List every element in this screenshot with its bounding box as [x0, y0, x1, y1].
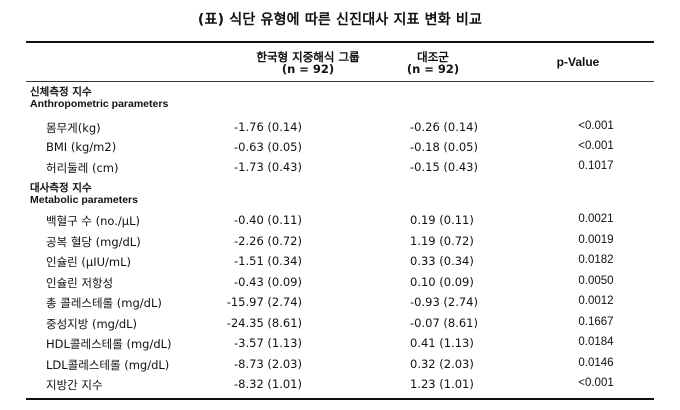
row-label: 중성지방 (mg/dL) — [46, 316, 138, 331]
row-label: 인슐린 저항성 — [46, 275, 114, 290]
row-label: 몸무게(kg) — [46, 121, 101, 135]
row-label: 지방간 지수 — [46, 378, 103, 392]
group1-value: -0.40 (0.11) — [234, 213, 302, 227]
bottom-rule — [26, 398, 654, 400]
table-row: 몸무게(kg) -1.76 (0.14) -0.26 (0.14) <0.001 — [26, 117, 654, 137]
header-group1-name: 한국형 지중해식 그룹 — [256, 50, 360, 64]
header-rule — [26, 81, 654, 82]
group1-value: -1.51 (0.34) — [234, 254, 302, 268]
group1-value: -8.32 (1.01) — [234, 377, 302, 391]
table-row: HDL콜레스테롤 (mg/dL) -3.57 (1.13) 0.41 (1.13) 0… — [26, 333, 654, 353]
group2-value: -0.15 (0.43) — [410, 160, 478, 174]
table-row: 지방간 지수 -8.32 (1.01) 1.23 (1.01) <0.001 — [26, 374, 654, 394]
header-group1: 한국형 지중해식 그룹 (n = 92) — [218, 51, 398, 75]
top-rule — [26, 41, 654, 43]
row-label: LDL콜레스테롤 (mg/dL) — [46, 357, 170, 372]
table-row: 인슐린 (µIU/mL) -1.51 (0.34) 0.33 (0.34) 0.018… — [26, 251, 654, 271]
header-group2-n: (n = 92) — [406, 62, 460, 76]
p-value: 0.0050 — [578, 274, 614, 287]
group2-value: -0.07 (8.61) — [410, 315, 478, 330]
header-group2: 대조군 (n = 92) — [378, 51, 488, 75]
group1-value: -24.35 (8.61) — [226, 315, 302, 330]
table-row: LDL콜레스테롤 (mg/dL) -8.73 (2.03) 0.32 (2.03) 0… — [26, 354, 654, 374]
p-value: <0.001 — [578, 120, 614, 132]
section-anthropometric-en: Anthropometric parameters — [30, 98, 169, 110]
group1-value: -15.97 (2.74) — [226, 295, 302, 309]
section-anthropometric: 신체측정 지수 Anthropometric parameters — [30, 86, 168, 110]
p-value: 0.0012 — [578, 295, 614, 307]
p-value: 0.0182 — [578, 254, 614, 266]
table-row: 중성지방 (mg/dL) -24.35 (8.61) -0.07 (8.61) 0.1… — [26, 313, 654, 333]
p-value: 0.1667 — [578, 315, 614, 328]
group2-value: 0.41 (1.13) — [410, 336, 474, 350]
group2-value: 0.32 (2.03) — [410, 356, 474, 371]
table-row: 공복 혈당 (mg/dL) -2.26 (0.72) 1.19 (0.72) 0.00… — [26, 231, 654, 251]
header-group1-n: (n = 92) — [281, 62, 335, 76]
group2-value: 1.19 (0.72) — [410, 233, 474, 248]
row-label: 인슐린 (µIU/mL) — [46, 255, 131, 269]
section-anthropometric-ko: 신체측정 지수 — [30, 86, 92, 98]
group1-value: -3.57 (1.13) — [234, 336, 302, 350]
row-label: HDL콜레스테롤 (mg/dL) — [46, 337, 172, 351]
group2-value: -0.26 (0.14) — [410, 120, 478, 134]
row-label: 허리둘레 (cm) — [46, 161, 119, 175]
group1-value: -0.63 (0.05) — [234, 140, 302, 154]
p-value: 0.0021 — [578, 213, 614, 225]
table-row: 인슐린 저항성 -0.43 (0.09) 0.10 (0.09) 0.0050 — [26, 272, 654, 292]
group2-value: -0.93 (2.74) — [410, 295, 478, 309]
table-row: 총 콜레스테롤 (mg/dL) -15.97 (2.74) -0.93 (2.74)… — [26, 292, 654, 312]
row-label: 총 콜레스테롤 (mg/dL) — [46, 296, 162, 310]
group1-value: -2.26 (0.72) — [234, 233, 302, 248]
header-pvalue: p-Value — [556, 55, 600, 69]
group2-value: -0.18 (0.05) — [410, 140, 478, 154]
group1-value: -8.73 (2.03) — [234, 356, 302, 371]
group2-value: 0.33 (0.34) — [410, 254, 474, 268]
p-value: <0.001 — [578, 377, 614, 389]
p-value: 0.0019 — [578, 233, 614, 246]
section-metabolic-ko: 대사측정 지수 — [30, 182, 92, 194]
table-row: BMI (kg/m2) -0.63 (0.05) -0.18 (0.05) <0.00… — [26, 137, 654, 157]
header-group2-name: 대조군 — [417, 50, 449, 64]
group1-value: -1.76 (0.14) — [234, 120, 302, 134]
row-label: BMI (kg/m2) — [46, 140, 117, 154]
p-value: 0.0184 — [578, 336, 614, 348]
table-row: 허리둘레 (cm) -1.73 (0.43) -0.15 (0.43) 0.1017 — [26, 157, 654, 177]
table-title: (표) 식단 유형에 따른 신진대사 지표 변화 비교 — [197, 12, 483, 28]
group2-value: 0.19 (0.11) — [410, 213, 474, 227]
section-metabolic-en: Metabolic parameters — [30, 194, 138, 206]
p-value: 0.1017 — [578, 160, 614, 172]
p-value: 0.0146 — [578, 356, 614, 369]
group1-value: -0.43 (0.09) — [234, 274, 302, 289]
row-label: 백혈구 수 (no./µL) — [46, 214, 140, 228]
section-metabolic: 대사측정 지수 Metabolic parameters — [30, 182, 138, 206]
group2-value: 0.10 (0.09) — [410, 274, 474, 289]
row-label: 공복 혈당 (mg/dL) — [46, 234, 141, 249]
group1-value: -1.73 (0.43) — [234, 160, 302, 174]
group2-value: 1.23 (1.01) — [410, 377, 474, 391]
p-value: <0.001 — [578, 140, 614, 152]
table-row: 백혈구 수 (no./µL) -0.40 (0.11) 0.19 (0.11) 0.0… — [26, 210, 654, 230]
